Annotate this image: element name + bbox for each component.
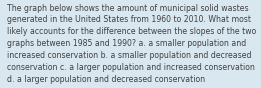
Text: graphs between 1985 and 1990? a. a smaller population and: graphs between 1985 and 1990? a. a small… — [7, 39, 246, 48]
Text: The graph below shows the amount of municipal solid wastes: The graph below shows the amount of muni… — [7, 4, 248, 12]
Text: generated in the United States from 1960 to 2010. What most: generated in the United States from 1960… — [7, 15, 251, 24]
Text: increased conservation b. a smaller population and decreased: increased conservation b. a smaller popu… — [7, 51, 251, 60]
Text: d. a larger population and decreased conservation: d. a larger population and decreased con… — [7, 75, 205, 84]
Text: conservation c. a larger population and increased conservation: conservation c. a larger population and … — [7, 63, 254, 72]
Text: likely accounts for the difference between the slopes of the two: likely accounts for the difference betwe… — [7, 27, 256, 36]
